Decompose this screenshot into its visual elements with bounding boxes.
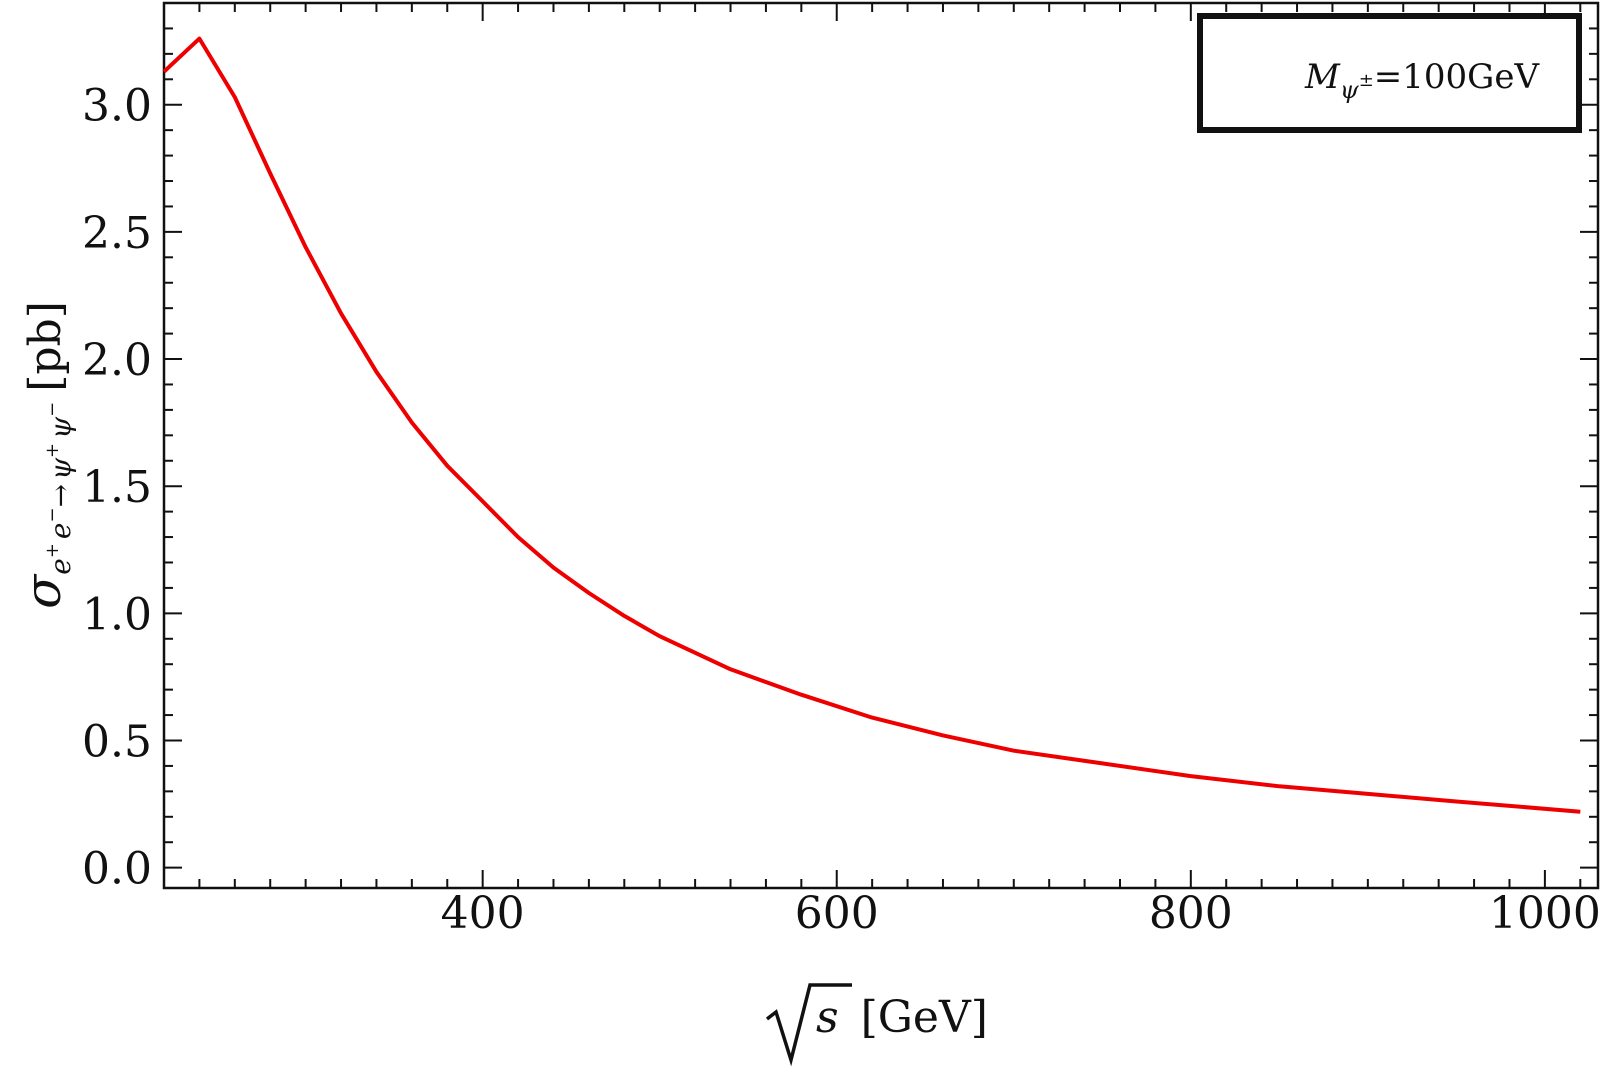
y-axis-sub-psi2: ψ: [44, 416, 77, 439]
y-axis-sub-plus: +: [42, 543, 63, 558]
y-tick-label: 3.0: [82, 81, 152, 132]
y-tick-label: 2.5: [82, 208, 152, 259]
x-axis-title-var: s: [816, 992, 839, 1043]
axis-tick-labels: 400 600 800 1000 0.0 0.5 1.0 1.5 2.0 2.5 3.0: [82, 81, 1600, 939]
y-axis-sigma: σ: [14, 573, 72, 609]
x-tick-label: 800: [1149, 888, 1233, 939]
y-axis-sub-psi-minus: −: [42, 402, 63, 417]
svg-text:s [GeV]: s [GeV]: [816, 992, 988, 1043]
y-tick-label: 1.5: [82, 462, 152, 513]
y-axis-sub-psi-plus: +: [42, 443, 63, 458]
y-tick-label: 0.0: [82, 844, 152, 895]
y-axis-sub-arrow: →: [44, 484, 77, 507]
y-axis-title: σe+e−→ψ+ψ−[pb]: [14, 301, 77, 609]
legend-value: =100GeV: [1374, 57, 1541, 97]
legend-subscript: ψ: [1340, 76, 1360, 104]
radical-sign: [765, 983, 852, 1067]
plot-frame: [162, 1, 1600, 890]
y-tick-label: 2.0: [82, 335, 152, 386]
legend-box: [1197, 13, 1582, 133]
x-axis-title-unit: [GeV]: [861, 992, 988, 1043]
y-axis-sub-e2: e: [44, 522, 77, 539]
x-tick-label: 400: [441, 888, 525, 939]
y-tick-label: 1.0: [82, 589, 152, 640]
legend-symbol: M: [1304, 57, 1341, 97]
y-axis-sub-psi1: ψ: [44, 457, 77, 480]
axis-ticks: [164, 2, 1598, 888]
series-line: [162, 36, 1581, 814]
x-axis-title: s [GeV]: [765, 983, 988, 1067]
legend-entry: Mψ±=100GeV: [1304, 57, 1540, 104]
y-axis-title-unit: [pb]: [20, 301, 71, 392]
x-tick-label: 1000: [1489, 888, 1600, 939]
legend-subscript-sup: ±: [1359, 70, 1374, 91]
svg-text:σe+e−→ψ+ψ−[pb]: σe+e−→ψ+ψ−[pb]: [14, 301, 77, 609]
x-tick-label: 600: [795, 888, 879, 939]
y-axis-sub-minus: −: [42, 507, 63, 522]
y-axis-sub-e1: e: [44, 558, 77, 575]
y-tick-label: 0.5: [82, 717, 152, 768]
